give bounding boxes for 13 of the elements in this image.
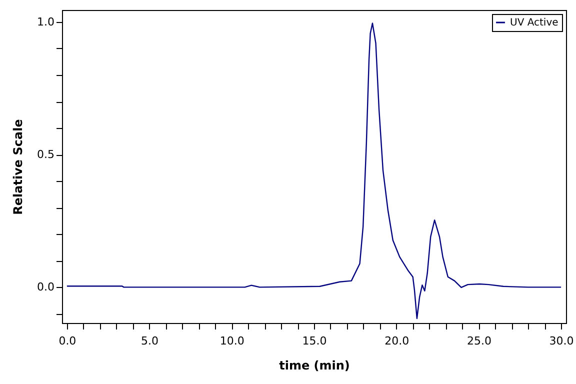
x-axis-title: time (min) <box>279 358 350 372</box>
legend-label: UV Active <box>510 18 558 28</box>
x-tick-label: 20.0 <box>384 334 410 348</box>
y-axis-title: Relative Scale <box>11 119 26 215</box>
x-tick-label: 15.0 <box>302 334 327 348</box>
y-tick-label: 1.0 <box>37 15 54 28</box>
x-tick-label: 5.0 <box>141 334 159 348</box>
y-tick-label: 0.0 <box>37 280 54 294</box>
x-tick-label: 25.0 <box>466 334 492 348</box>
x-tick-label: 10.0 <box>220 334 244 348</box>
x-tick-label: 30.0 <box>549 334 574 348</box>
y-tick-label: 0.5 <box>37 148 54 162</box>
x-tick-label: 0.0 <box>58 334 76 348</box>
